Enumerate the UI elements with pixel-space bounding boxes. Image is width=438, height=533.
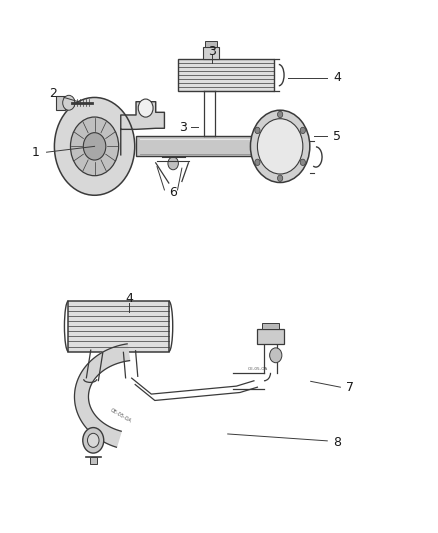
Circle shape (251, 110, 310, 182)
Circle shape (168, 157, 178, 169)
Text: 5: 5 (333, 130, 341, 143)
Circle shape (255, 159, 260, 165)
Text: 2: 2 (49, 87, 57, 100)
Bar (203, 47, 219, 59)
Circle shape (300, 159, 305, 165)
Bar (262, 324, 279, 329)
Text: 1: 1 (32, 146, 39, 159)
Circle shape (83, 133, 106, 160)
Circle shape (63, 95, 75, 110)
Circle shape (278, 175, 283, 181)
Circle shape (83, 427, 104, 453)
Circle shape (88, 433, 99, 447)
Bar (136, 136, 272, 157)
Circle shape (71, 117, 119, 176)
Circle shape (258, 119, 303, 174)
Bar (258, 329, 284, 344)
Circle shape (300, 127, 305, 134)
Bar (68, 301, 169, 352)
Circle shape (138, 99, 153, 117)
Text: OE-05-OA: OE-05-OA (109, 407, 132, 423)
Circle shape (255, 127, 260, 134)
Polygon shape (74, 344, 130, 447)
Text: 7: 7 (346, 381, 354, 394)
Text: 4: 4 (126, 292, 134, 305)
Circle shape (54, 98, 135, 195)
Text: OE-05-OA: OE-05-OA (247, 367, 268, 370)
Text: 6: 6 (169, 185, 177, 199)
Text: 3: 3 (208, 45, 216, 58)
Bar (177, 59, 274, 91)
Bar (205, 41, 217, 47)
Circle shape (278, 111, 283, 118)
Text: 3: 3 (179, 120, 187, 134)
Circle shape (270, 348, 282, 363)
Text: 8: 8 (333, 437, 341, 449)
Bar (90, 457, 97, 464)
Text: 4: 4 (333, 71, 341, 84)
Bar (56, 96, 65, 110)
Polygon shape (121, 102, 164, 155)
